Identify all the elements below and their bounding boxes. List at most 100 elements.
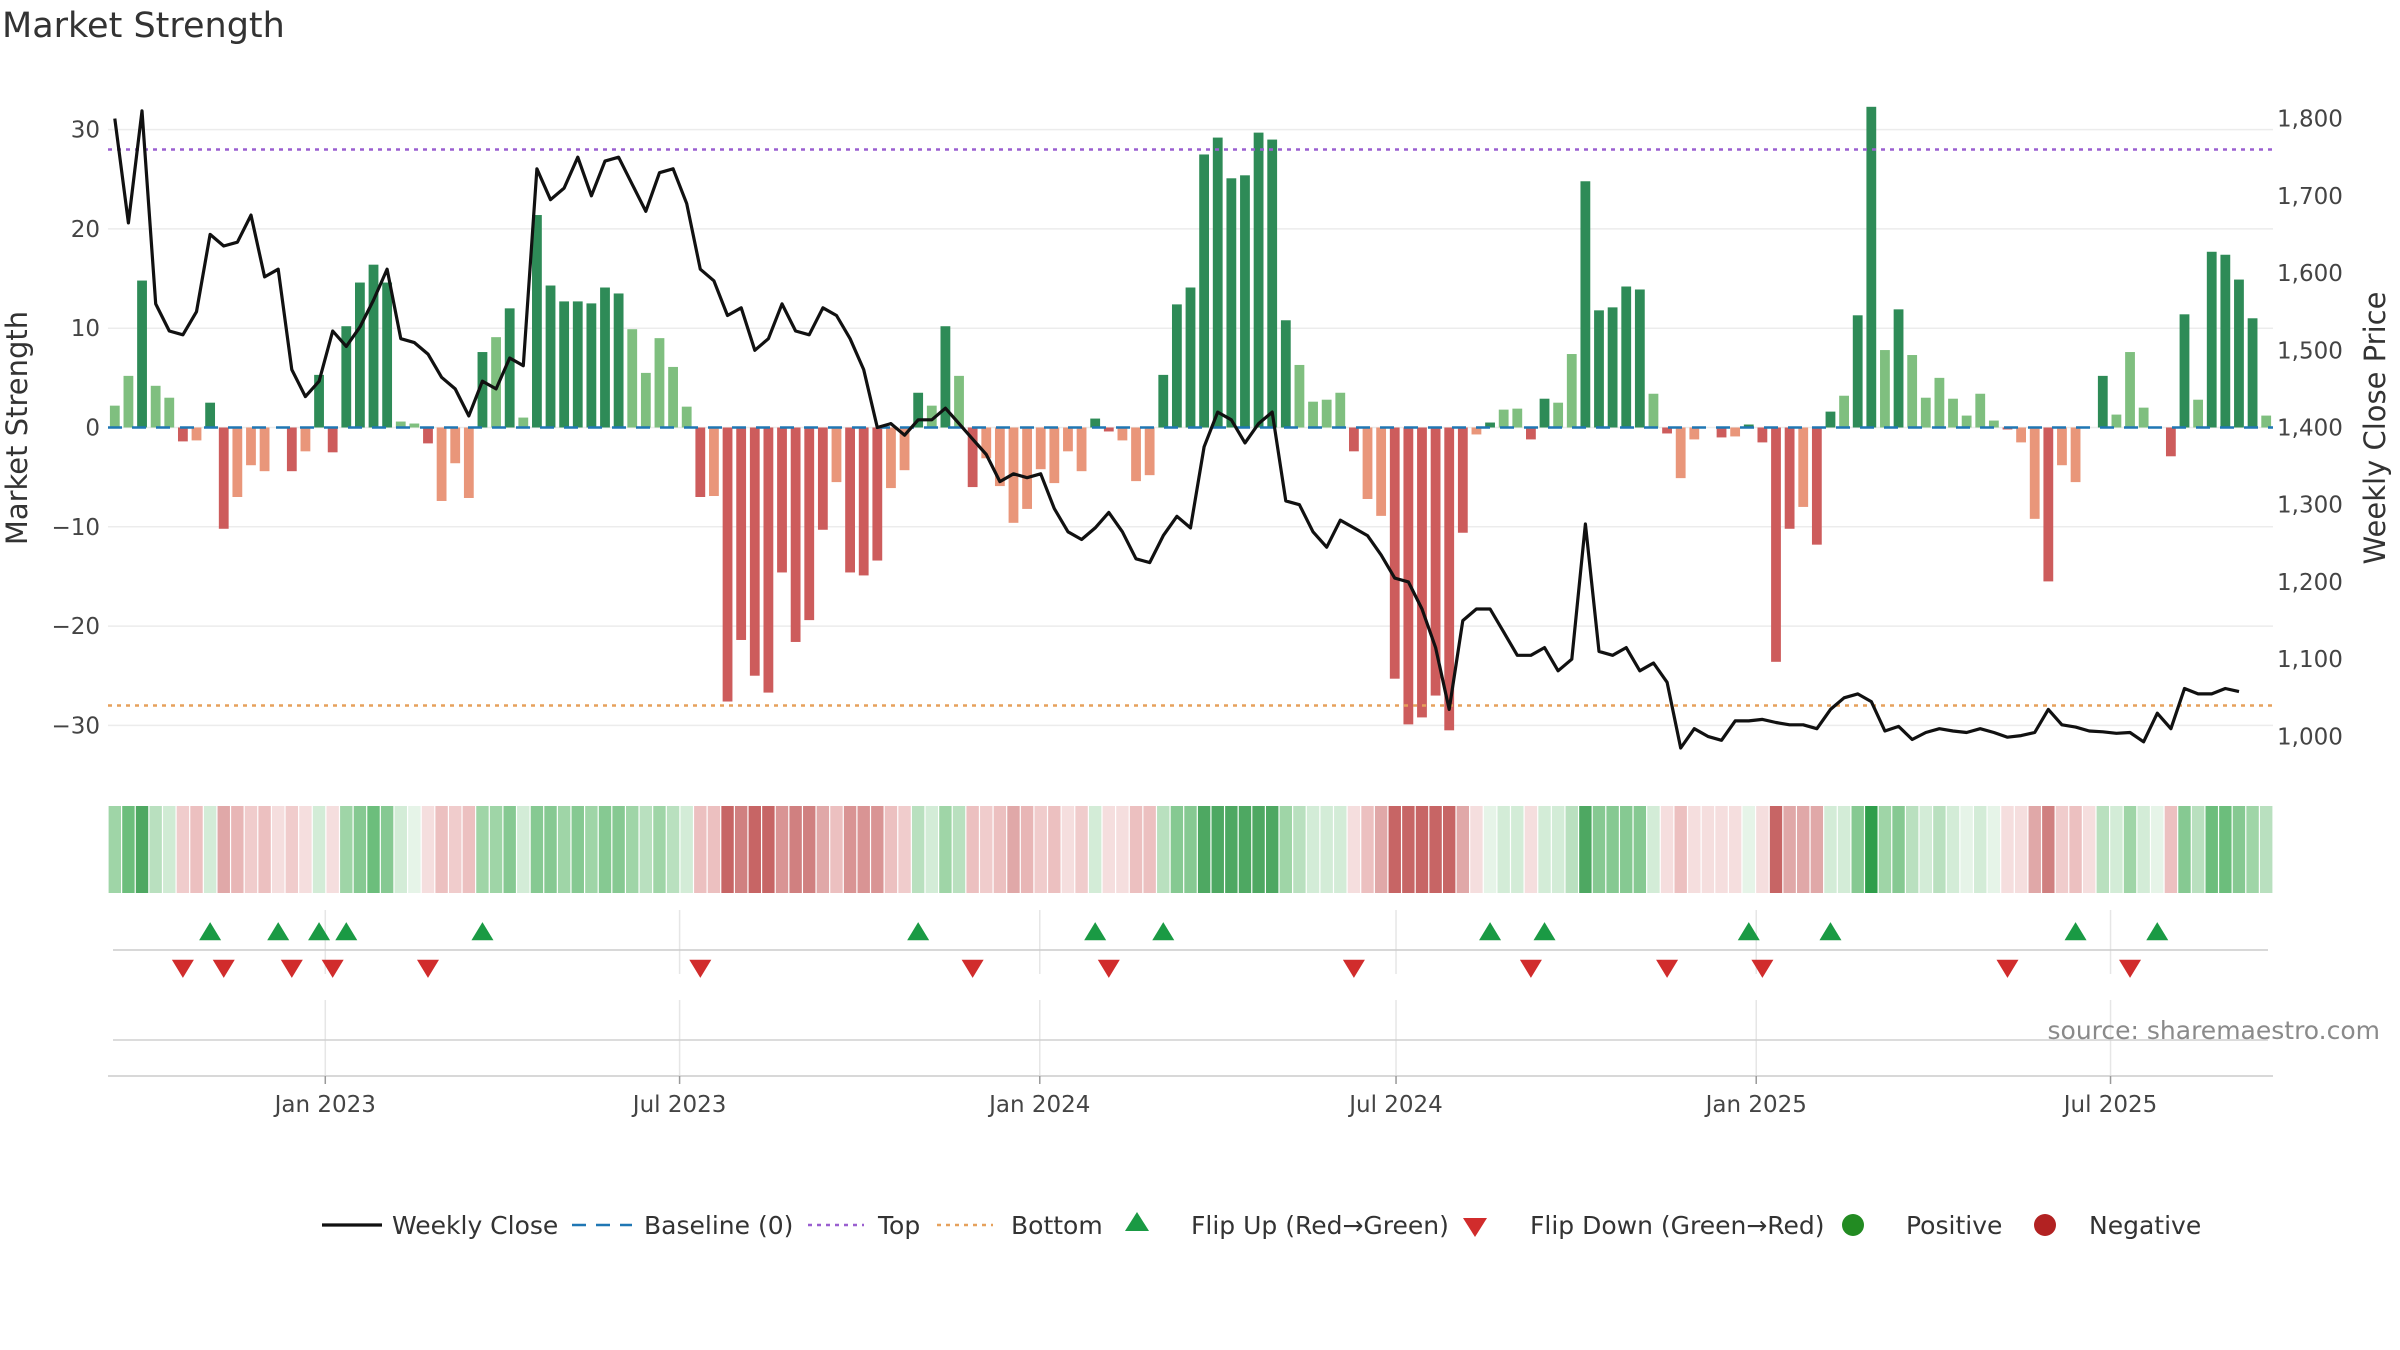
strip-cell bbox=[2219, 806, 2232, 893]
strip-cell bbox=[299, 806, 312, 893]
strip-cell bbox=[122, 806, 135, 893]
strip-cell bbox=[1565, 806, 1578, 893]
strength-bar bbox=[899, 427, 910, 471]
strip-cell bbox=[980, 806, 993, 893]
strength-bar bbox=[395, 421, 406, 428]
flip-up-marker bbox=[1737, 922, 1760, 941]
strip-cell bbox=[1660, 806, 1674, 893]
strength-bar bbox=[1063, 427, 1073, 452]
strength-bar bbox=[1920, 397, 1931, 428]
strength-bar bbox=[1457, 427, 1468, 533]
strength-bar bbox=[1662, 427, 1672, 434]
flip-down-marker bbox=[1519, 959, 1542, 978]
y-left-tick-label: −20 bbox=[51, 614, 100, 640]
legend-negative-swatch bbox=[2034, 1214, 2056, 1236]
strip-cell bbox=[1837, 806, 1851, 893]
legend-positive-swatch bbox=[1842, 1214, 1864, 1236]
strip-cell bbox=[1334, 806, 1347, 893]
strip-cell bbox=[1960, 806, 1973, 893]
legend-label: Flip Up (Red→Green) bbox=[1191, 1211, 1449, 1240]
strength-bar bbox=[491, 337, 501, 428]
legend-label: Bottom bbox=[1011, 1211, 1103, 1240]
strip-cell bbox=[871, 806, 884, 893]
y-right-tick-label: 1,700 bbox=[2277, 184, 2343, 210]
strength-bar bbox=[205, 402, 216, 428]
strength-bar bbox=[749, 427, 760, 676]
y-left-tick-label: 20 bbox=[71, 217, 100, 243]
strength-bar bbox=[436, 427, 447, 501]
strip-cell bbox=[449, 806, 462, 893]
strength-bar bbox=[2234, 279, 2244, 428]
strip-cell bbox=[394, 806, 407, 893]
strength-bar bbox=[2179, 314, 2190, 428]
strip-cell bbox=[911, 806, 925, 893]
strip-cell bbox=[748, 806, 761, 893]
strip-cell bbox=[1715, 806, 1728, 893]
strip-cell bbox=[1905, 806, 1919, 893]
flip-down-marker bbox=[961, 959, 984, 978]
flip-up-marker bbox=[267, 922, 290, 941]
flip-down-marker bbox=[321, 959, 344, 978]
strip-cell bbox=[585, 806, 598, 893]
strip-cell bbox=[925, 806, 938, 893]
strip-cell bbox=[1511, 806, 1524, 893]
strength-bar bbox=[1117, 427, 1128, 441]
strength-bar bbox=[1158, 374, 1169, 428]
y-right-tick-label: 1,300 bbox=[2277, 493, 2343, 519]
strip-cell bbox=[694, 806, 707, 893]
strip-cell bbox=[1946, 806, 1960, 893]
strength-bar bbox=[137, 280, 147, 428]
strip-cell bbox=[653, 806, 666, 893]
y-left-axis-title: Market Strength bbox=[0, 311, 34, 545]
strength-strip bbox=[108, 806, 2273, 893]
strip-cell bbox=[639, 806, 653, 893]
y-right-tick-label: 1,000 bbox=[2277, 724, 2343, 750]
strip-cell bbox=[1620, 806, 1633, 893]
strength-bar bbox=[2220, 254, 2231, 428]
strength-bar bbox=[994, 427, 1005, 487]
strip-cell bbox=[1048, 806, 1061, 893]
strip-cell bbox=[1443, 806, 1456, 893]
axis-layer: 30 20 10 0 −10 −20 −30 1,800 1,700 1,600 1,500 1,40… bbox=[0, 107, 2392, 1118]
strip-cell bbox=[775, 806, 789, 893]
strip-cell bbox=[1170, 806, 1184, 893]
strip-cell bbox=[353, 806, 367, 893]
strength-bar bbox=[1512, 408, 1523, 428]
strip-cell bbox=[1919, 806, 1932, 893]
strength-bar bbox=[2029, 427, 2040, 519]
strip-cell bbox=[734, 806, 748, 893]
strength-bar bbox=[1716, 427, 1727, 438]
strength-bar bbox=[2097, 375, 2108, 428]
strength-bar bbox=[1648, 393, 1659, 428]
strip-cell bbox=[680, 806, 693, 893]
strength-bar bbox=[1280, 320, 1291, 428]
strip-cell bbox=[2123, 806, 2137, 893]
strip-cell bbox=[489, 806, 503, 893]
flip-up-marker bbox=[471, 922, 494, 941]
strength-bar bbox=[1566, 354, 1577, 428]
strip-cell bbox=[884, 806, 898, 893]
strength-bar bbox=[2193, 399, 2204, 428]
strength-bar bbox=[1866, 106, 1877, 428]
strip-cell bbox=[1742, 806, 1755, 893]
flip-down-marker bbox=[280, 959, 303, 978]
strength-bar bbox=[954, 375, 964, 428]
strip-cell bbox=[1429, 806, 1442, 893]
strength-bar bbox=[1634, 289, 1645, 428]
strip-cell bbox=[1524, 806, 1538, 893]
strip-cell bbox=[367, 806, 380, 893]
strip-cell bbox=[2069, 806, 2082, 893]
strength-bar bbox=[1444, 427, 1455, 731]
flip-up-marker bbox=[199, 922, 222, 941]
flip-up-marker bbox=[1479, 922, 1502, 941]
strength-bar bbox=[1961, 415, 1972, 428]
strip-cell bbox=[1865, 806, 1878, 893]
strength-bar bbox=[1526, 427, 1536, 440]
flip-down-marker bbox=[212, 959, 235, 978]
source-label: source: sharemaestro.com bbox=[2048, 1016, 2381, 1045]
strip-cell bbox=[1129, 806, 1143, 893]
strength-bar bbox=[1934, 377, 1945, 428]
strip-cell bbox=[612, 806, 625, 893]
strength-bar bbox=[2043, 427, 2054, 582]
strength-bar bbox=[831, 427, 842, 483]
